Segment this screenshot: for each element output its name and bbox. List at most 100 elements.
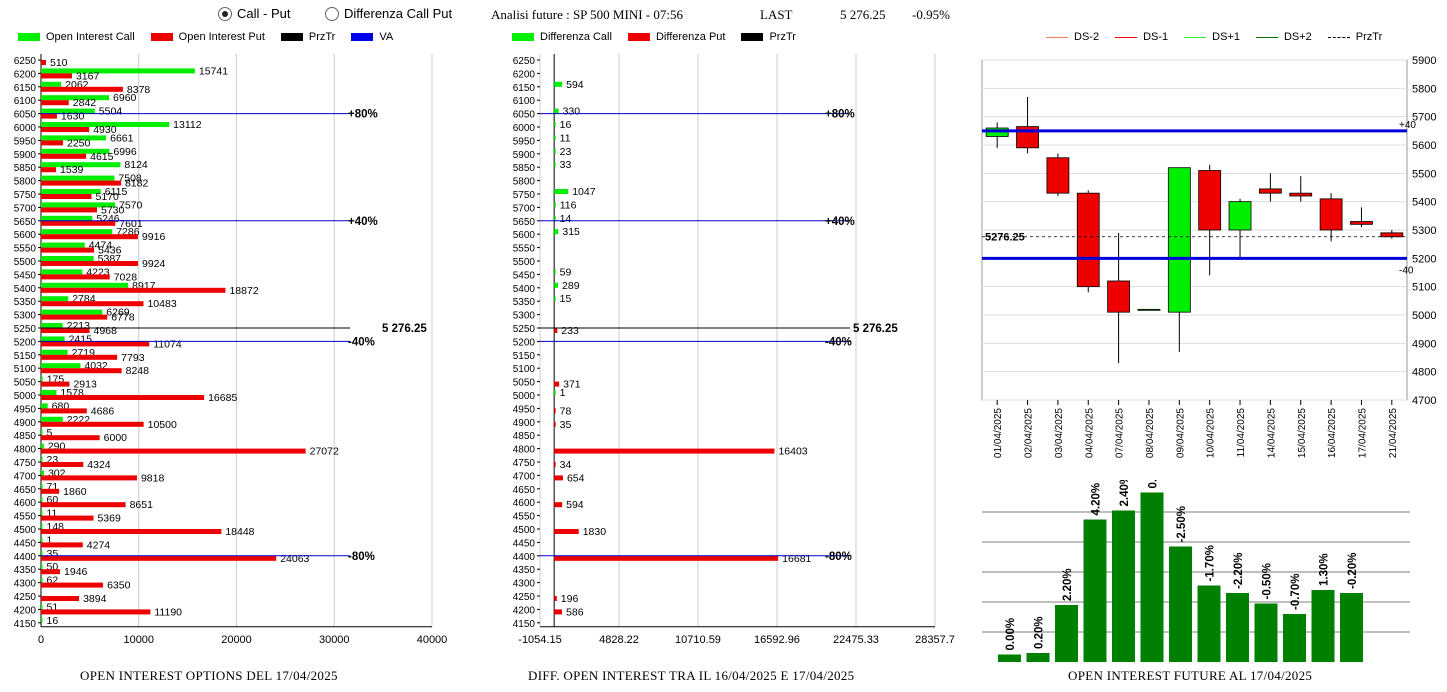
x-tick-label: 02/04/2025 [1024, 408, 1035, 458]
bar-put [41, 247, 95, 253]
data-label: 27072 [310, 446, 339, 458]
data-label: 16 [47, 615, 59, 627]
legend-item: DS-2 [1046, 31, 1099, 43]
bar-call [41, 269, 83, 275]
data-label: 7508 [118, 173, 142, 185]
data-label: 18448 [225, 526, 254, 538]
y-tick-label: 4600 [14, 498, 37, 509]
bar-call [554, 108, 559, 114]
legend-label: Open Interest Call [46, 31, 135, 43]
legend-item: DS+2 [1255, 31, 1312, 43]
data-label: 18872 [229, 285, 258, 297]
y-tick-label: 6150 [14, 83, 37, 94]
y-tick-label: 5200 [513, 337, 536, 348]
y-tick-label: 5700 [513, 203, 536, 214]
x-tick-label: 10710.59 [675, 634, 721, 646]
oi-options-chart: 0 10000 20000 30000 400006250620061506100605… [14, 54, 447, 646]
x-tick-label: 28357.7 [915, 634, 955, 646]
y-tick-label: 5550 [14, 244, 37, 255]
y-tick-label: 5150 [14, 351, 37, 362]
radio-diff-call-put[interactable]: Differenza Call Put [325, 6, 452, 21]
bar-call [41, 296, 69, 302]
legend-item: Differenza Call [512, 31, 612, 43]
legend-item: Open Interest Call [18, 31, 135, 43]
y-tick-label: 4300 [513, 579, 536, 590]
bar-call [41, 162, 121, 168]
bar-call [554, 215, 556, 221]
legend-swatch [1327, 36, 1350, 38]
bar-put [41, 86, 123, 92]
y-tick-label: 5800 [1412, 83, 1436, 95]
legend-label: PrzTr [308, 31, 336, 43]
y-tick-label: 4800 [1412, 367, 1436, 379]
y-tick-label: 5050 [513, 378, 536, 389]
data-label: 1 [47, 534, 53, 546]
data-label: 5436 [98, 245, 122, 257]
bar-put [41, 287, 226, 293]
data-label: 7028 [114, 271, 138, 283]
bar-put [41, 341, 150, 347]
bar-put [41, 207, 98, 213]
y-tick-label: 5750 [14, 190, 37, 201]
bar-put [41, 596, 80, 601]
future-oi-bar-chart: 0.00% 0.20% 2.20% 4.20% 2.40% 0.70% -2.50% -1.7… [982, 480, 1410, 662]
data-label: 2.20% [1062, 568, 1074, 601]
line-label: -80% [825, 551, 852, 563]
legend-label: DS+2 [1283, 31, 1312, 43]
bar-put [41, 488, 60, 494]
y-tick-label: 5400 [1412, 197, 1436, 209]
y-tick-label: 4650 [513, 485, 536, 496]
bar-put [554, 502, 563, 508]
y-tick-label: 4450 [513, 538, 536, 549]
y-tick-label: 4900 [513, 418, 536, 429]
bar-call [41, 497, 43, 503]
data-label: 5 [47, 427, 53, 439]
data-label: 4968 [94, 325, 118, 337]
data-label: 71 [47, 481, 59, 493]
data-label: 33 [560, 159, 572, 171]
legend-item: VA [351, 31, 393, 43]
candle-body [1137, 308, 1161, 311]
y-tick-label: 6200 [14, 69, 37, 80]
data-label: 233 [561, 325, 579, 337]
radio-call-put[interactable]: Call - Put [218, 6, 290, 21]
caption-future-oi: OPEN INTEREST FUTURE AL 17/04/2025 [1068, 668, 1313, 683]
y-tick-label: 4950 [14, 404, 37, 415]
y-tick-label: 4400 [14, 552, 37, 563]
bar-call [41, 564, 43, 570]
bar-put [41, 60, 46, 65]
data-label: 23 [560, 146, 572, 158]
legend-item: PrzTr [1327, 31, 1382, 43]
x-tick-label: 16592.96 [754, 634, 800, 646]
bar-put [41, 274, 110, 280]
candle-body [1380, 232, 1404, 238]
bar-put [554, 462, 556, 467]
y-tick-label: 5000 [513, 391, 536, 402]
radio-diff-label: Differenza Call Put [344, 6, 453, 21]
bar-put [41, 194, 92, 199]
future-candlestick-chart: 5900 5800 5700 5600 5500 5400 5300 5200 5100 5000… [981, 55, 1436, 458]
data-label: 5504 [99, 106, 123, 118]
bar-put [554, 421, 556, 427]
data-label: 2.40% [1119, 480, 1131, 507]
y-tick-label: 4850 [14, 431, 37, 442]
legend-label: VA [379, 31, 394, 43]
data-label: 594 [566, 499, 584, 511]
y-tick-label: 5900 [513, 150, 536, 161]
data-label: 116 [560, 199, 577, 211]
y-tick-label: 5750 [513, 190, 536, 201]
data-label: 16 [560, 119, 572, 131]
bar-call [41, 282, 129, 288]
y-tick-label: 5550 [513, 244, 536, 255]
data-label: 8182 [125, 178, 149, 190]
price-label: 5276.25 [985, 232, 1025, 244]
bar-put [41, 113, 57, 119]
bar-call [41, 95, 110, 101]
data-label: 14 [560, 213, 572, 225]
bar-put [41, 127, 90, 132]
y-tick-label: 5050 [14, 378, 37, 389]
line-label: +80% [825, 109, 855, 121]
bar-call [41, 148, 110, 154]
bar-call [41, 390, 57, 395]
x-tick-label: 10000 [123, 634, 154, 646]
